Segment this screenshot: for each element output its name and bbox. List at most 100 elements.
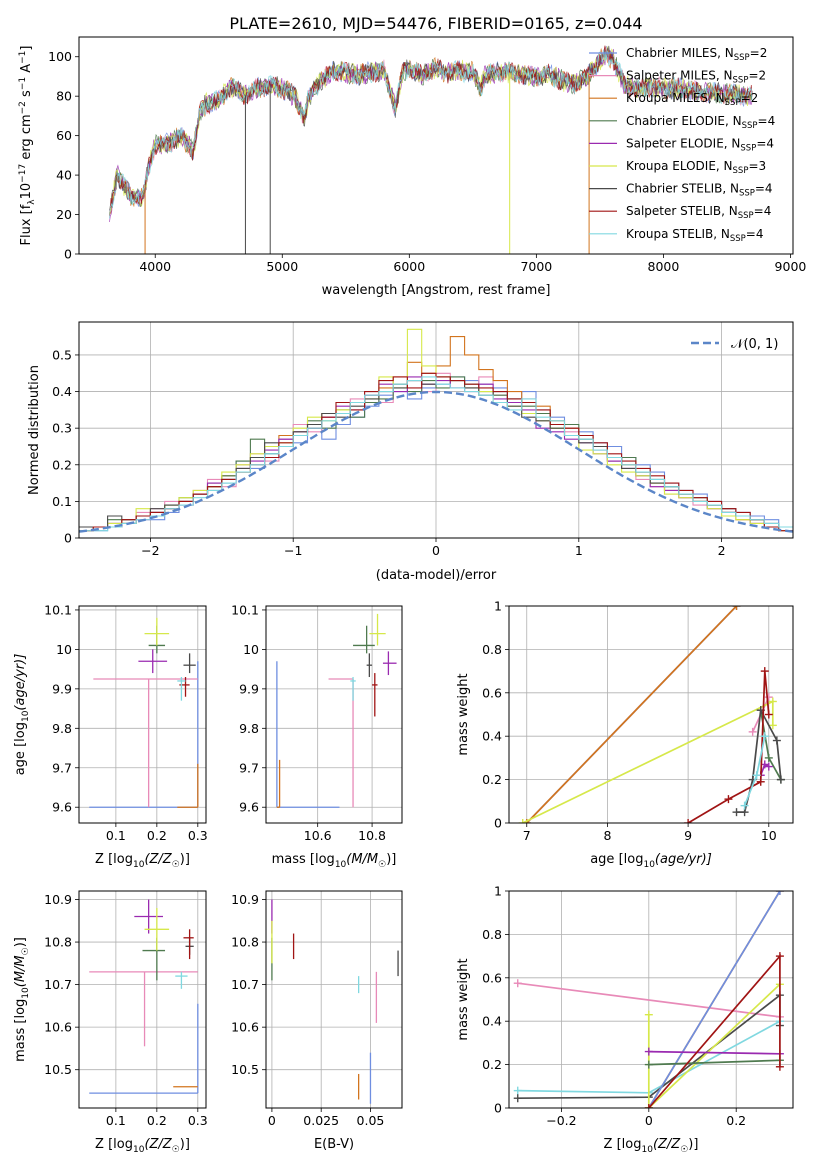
weight-age-ytick-label: 0: [494, 816, 502, 831]
z-mass-xlabel-part: )]: [180, 1137, 190, 1152]
legend-entry: Chabrier STELIB, NSSP=4: [626, 182, 773, 199]
z-mass-ylabel-part: (M/M: [13, 955, 28, 987]
mass-age-xlabel-part: ☉: [378, 860, 386, 870]
legend-entry: Salpeter ELODIE, NSSP=4: [626, 136, 774, 153]
residuals-xtick-label: −2: [141, 543, 159, 558]
weight-age-xtick-label: 8: [603, 828, 611, 843]
mass-age-ytick-label: 9.9: [239, 681, 259, 696]
weight-line: [648, 1050, 780, 1055]
normal-legend-label: 𝒩(0, 1): [731, 337, 778, 352]
spectrum-ylabel: Flux [fλ10−17 erg cm−2 s−1 A−1]: [18, 46, 37, 246]
legend-entry: Kroupa STELIB, NSSP=4: [626, 227, 764, 244]
legend-entry-part: SSP: [740, 143, 756, 153]
residuals-xlabel: (data-model)/error: [376, 568, 497, 583]
weight-z-xtick-label: 0.2: [726, 1113, 746, 1128]
legend-entry-part: SSP: [733, 76, 749, 86]
mass-age-xlabel: mass [log10(M/M☉)]: [272, 852, 397, 870]
z-age-xtick-label: 0.1: [106, 828, 126, 843]
z-age-ylabel: age [log10(age/yr)]: [13, 654, 31, 776]
spectrum-ytick-label: 40: [56, 168, 72, 183]
mass-age-ytick-label: 9.6: [239, 800, 259, 815]
spectrum-ytick-label: 100: [48, 49, 72, 64]
legend-entry-part: =4: [746, 227, 764, 241]
spectrum-ylabel-part: −17: [18, 164, 28, 183]
spectrum-series-line: [109, 49, 753, 219]
legend-entry-part: SSP: [734, 53, 750, 63]
z-mass-ylabel-part: ☉: [21, 947, 31, 955]
z-age-ytick-label: 10.1: [44, 602, 72, 617]
z-age-ylabel-part: age [log: [13, 722, 28, 775]
spectrum-frame: [78, 36, 794, 255]
spectrum-xlabel: wavelength [Angstrom, rest frame]: [322, 283, 551, 298]
z-age-ytick-label: 9.9: [52, 681, 72, 696]
z-age-xlabel: Z [log10(Z/Z☉)]: [95, 852, 190, 870]
z-age-ytick-label: 10: [56, 642, 72, 657]
mass-age-ytick-label: 9.7: [239, 760, 259, 775]
weight-line: [526, 606, 738, 823]
ebv-mass-ytick-label: 10.6: [231, 1020, 259, 1035]
spectrum-xtick-label: 8000: [648, 259, 680, 274]
spectrum-ylabel-part: s: [19, 90, 34, 101]
spectrum-ytick-label: 20: [56, 207, 72, 222]
residuals-ytick-label: 0.4: [52, 384, 72, 399]
spectrum-ylabel-part: ]: [19, 46, 34, 51]
normal-curve: [79, 390, 793, 533]
legend-entry-part: SSP: [738, 211, 754, 221]
z-mass-xlabel-part: Z [log: [95, 1137, 133, 1152]
z-age-xlabel-part: Z [log: [95, 852, 133, 867]
z-mass-ylabel-part: mass [log: [13, 999, 28, 1062]
weight-age-xlabel-part: (age/yr)]: [655, 852, 712, 867]
residuals-ylabel: Normed distribution: [27, 365, 42, 495]
ebv-mass-ytick-label: 10.5: [231, 1062, 259, 1077]
legend-entry: Salpeter STELIB, NSSP=4: [626, 204, 771, 221]
ebv-mass-xtick-label: 0.025: [303, 1113, 339, 1128]
weight-z-xlabel: Z [log10(Z/Z☉)]: [604, 1137, 699, 1155]
ebv-mass-xtick-label: 0: [268, 1113, 276, 1128]
z-mass-ylabel-part: 10: [21, 987, 31, 999]
weight-age-xlabel: age [log10(age/yr)]: [590, 852, 712, 870]
legend-entry-part: SSP: [725, 98, 741, 108]
z-age-xtick-label: 0.2: [147, 828, 167, 843]
spectrum-plot-area: [109, 45, 753, 254]
mass-age-xlabel-part: )]: [386, 852, 396, 867]
z-age-xlabel-part: 10: [133, 860, 145, 870]
weight-z-ytick-label: 0.2: [482, 1057, 502, 1072]
z-mass-xlabel-part: ☉: [172, 1145, 180, 1155]
z-age-ylabel-part: (age/yr)]: [13, 654, 28, 711]
legend-entry: Salpeter MILES, NSSP=2: [626, 69, 766, 86]
residuals-xtick-label: 0: [432, 543, 440, 558]
weight-line: [517, 982, 781, 1018]
z-mass-xtick-label: 0.3: [188, 1113, 208, 1128]
weight-age-xlabel-part: 10: [643, 860, 655, 870]
legend-entry-part: SSP: [730, 234, 746, 244]
weight-age-ylabel: mass weight: [456, 673, 471, 755]
legend-entry-part: Chabrier ELODIE, N: [626, 114, 742, 128]
weight-line: [648, 1059, 780, 1066]
weight-z-ytick-label: 0.6: [482, 970, 502, 985]
legend-entry-part: SSP: [739, 189, 755, 199]
z-mass-ytick-label: 10.7: [44, 977, 72, 992]
weight-z-xlabel-part: 10: [641, 1145, 653, 1155]
mass-age-xtick-label: 10.6: [304, 828, 332, 843]
weight-age-ytick-label: 1: [494, 599, 502, 614]
weight-age-xtick-label: 9: [684, 828, 692, 843]
legend-entry: Kroupa MILES, NSSP=2: [626, 91, 758, 108]
z-mass-ytick-label: 10.5: [44, 1062, 72, 1077]
z-age-xtick-label: 0.3: [188, 828, 208, 843]
weight-age-frame: [508, 605, 794, 824]
mass-age-xlabel-part: (M/M: [346, 852, 378, 867]
residuals-panel: −2 −1 0 1 2 0 0.1 0.2 0.3 0.4 0.5 𝒩(0, 1) (data-mode…: [27, 321, 794, 583]
ebv-mass-frame: [265, 890, 403, 1109]
spectrum-ylabel-part: A: [19, 64, 34, 77]
weight-z-xtick-label: 0: [645, 1113, 653, 1128]
z-mass-xtick-label: 0.1: [106, 1113, 126, 1128]
legend-entry: Chabrier ELODIE, NSSP=4: [626, 114, 775, 131]
spectrum-ylabel-part: Flux [f: [19, 204, 34, 245]
residuals-xtick-label: 1: [575, 543, 583, 558]
ebv-mass-xlabel: E(B-V): [314, 1137, 354, 1152]
weight-z-ytick-label: 0.4: [482, 1014, 502, 1029]
legend-entry-part: =4: [755, 182, 773, 196]
